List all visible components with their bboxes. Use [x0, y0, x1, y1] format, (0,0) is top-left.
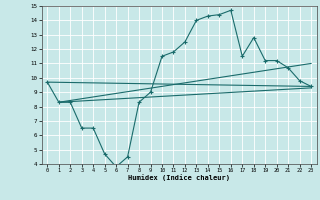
- X-axis label: Humidex (Indice chaleur): Humidex (Indice chaleur): [128, 175, 230, 181]
